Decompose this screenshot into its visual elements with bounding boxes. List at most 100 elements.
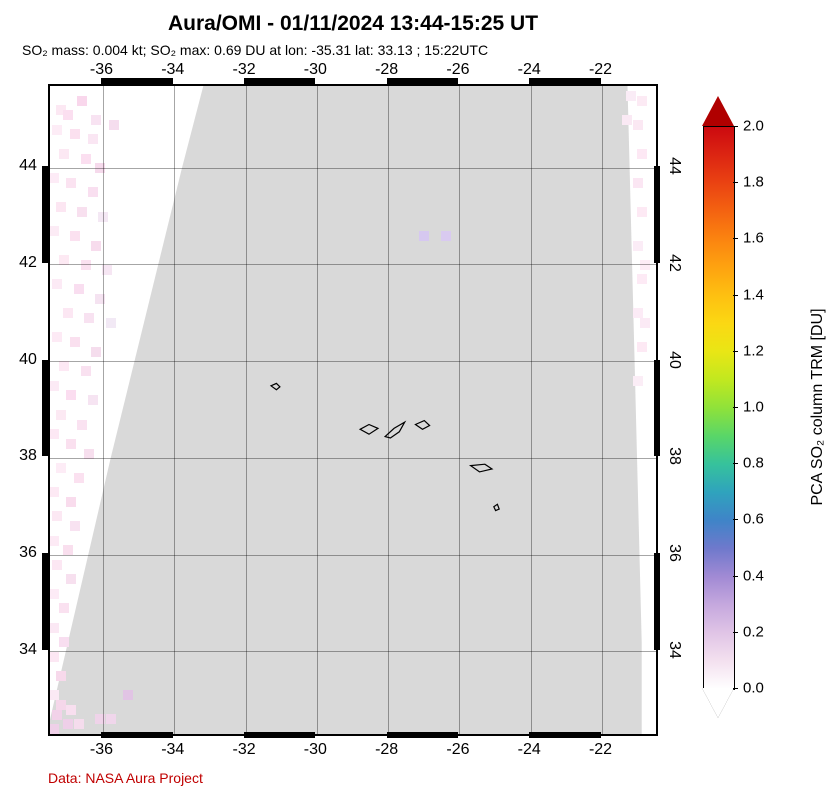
data-pixel [66, 497, 76, 507]
colorbar-under-arrow [702, 688, 734, 718]
data-pixel [91, 115, 101, 125]
axis-tick-label: -34 [161, 61, 184, 79]
chart-title: Aura/OMI - 01/11/2024 13:44-15:25 UT [168, 12, 538, 36]
colorbar-tick-label: 1.2 [743, 342, 764, 359]
colorbar-tick [733, 126, 738, 127]
colorbar-tick [733, 463, 738, 464]
data-pixel [56, 410, 66, 420]
data-pixel [637, 274, 647, 284]
axis-tick-label: 36 [19, 544, 37, 562]
data-pixel [49, 173, 59, 183]
axis-major-tick [654, 360, 660, 457]
colorbar-tick-label: 1.8 [743, 174, 764, 191]
data-pixel [66, 439, 76, 449]
data-pixel [640, 318, 650, 328]
colorbar-tick [733, 238, 738, 239]
data-pixel [49, 690, 59, 700]
data-pixel [63, 308, 73, 318]
data-pixel [74, 473, 84, 483]
gridline-horizontal [50, 651, 656, 652]
colorbar-tick-label: 0.4 [743, 567, 764, 584]
data-pixel [70, 521, 80, 531]
data-pixel [49, 589, 59, 599]
colorbar: 0.00.20.40.60.81.01.21.41.61.82.0 PCA SO… [703, 96, 839, 718]
axis-tick-label: 40 [665, 351, 683, 369]
data-pixel [66, 705, 76, 715]
axis-tick-label: -32 [232, 741, 255, 759]
data-pixel [52, 710, 62, 720]
axis-tick-label: 34 [19, 641, 37, 659]
data-attribution: Data: NASA Aura Project [48, 770, 203, 786]
colorbar-tick-label: 0.8 [743, 455, 764, 472]
axis-tick-label: 36 [665, 544, 683, 562]
gridline-vertical [531, 86, 532, 734]
axis-major-tick [101, 732, 172, 738]
data-pixel [441, 231, 451, 241]
axis-tick-label: 44 [665, 157, 683, 175]
axis-tick-label: 38 [19, 447, 37, 465]
data-pixel [419, 231, 429, 241]
data-pixel [633, 178, 643, 188]
chart-subtitle: SO₂ mass: 0.004 kt; SO₂ max: 0.69 DU at … [22, 42, 488, 58]
data-pixel [66, 390, 76, 400]
data-pixel [88, 134, 98, 144]
map-overlay [50, 86, 656, 734]
colorbar-tick [733, 182, 738, 183]
axis-major-tick [387, 732, 458, 738]
axis-major-tick [42, 553, 48, 650]
data-pixel [81, 154, 91, 164]
colorbar-tick-label: 1.4 [743, 286, 764, 303]
axis-tick-label: -30 [304, 741, 327, 759]
gridline-vertical [388, 86, 389, 734]
data-pixel [52, 560, 62, 570]
colorbar-tick [733, 688, 738, 689]
data-pixel [109, 120, 119, 130]
gridline-vertical [602, 86, 603, 734]
axis-tick-label: 44 [19, 157, 37, 175]
data-pixel [106, 318, 116, 328]
data-pixel [63, 719, 73, 729]
axis-tick-label: -30 [304, 61, 327, 79]
axis-major-tick [244, 732, 315, 738]
data-pixel [74, 719, 84, 729]
axis-tick-label: -36 [90, 741, 113, 759]
data-pixel [49, 652, 59, 662]
data-pixel [77, 207, 87, 217]
colorbar-gradient [703, 126, 735, 690]
axis-major-tick [654, 553, 660, 650]
axis-tick-label: -28 [375, 61, 398, 79]
axis-tick-label: 40 [19, 351, 37, 369]
colorbar-title: PCA SO₂ column TRM [DU] [809, 308, 827, 505]
data-pixel [70, 337, 80, 347]
gridline-horizontal [50, 458, 656, 459]
data-pixel [633, 241, 643, 251]
data-pixel [49, 381, 59, 391]
data-pixel [626, 91, 636, 101]
gridline-horizontal [50, 555, 656, 556]
data-pixel [633, 308, 643, 318]
axis-tick-label: -22 [589, 741, 612, 759]
data-pixel [56, 671, 66, 681]
axis-major-tick [42, 166, 48, 263]
data-pixel [66, 574, 76, 584]
axis-tick-label: -34 [161, 741, 184, 759]
axis-major-tick [654, 166, 660, 263]
axis-tick-label: -24 [518, 741, 541, 759]
data-pixel [91, 241, 101, 251]
data-pixel [77, 96, 87, 106]
data-pixel [70, 231, 80, 241]
data-pixel [52, 332, 62, 342]
data-pixel [49, 429, 59, 439]
gridline-vertical [459, 86, 460, 734]
data-pixel [49, 226, 59, 236]
gridline-vertical [174, 86, 175, 734]
map-plot-area [48, 84, 658, 736]
data-pixel [59, 637, 69, 647]
data-pixel [637, 207, 647, 217]
gridline-vertical [103, 86, 104, 734]
data-pixel [77, 420, 87, 430]
data-pixel [66, 178, 76, 188]
data-pixel [49, 724, 59, 734]
data-pixel [52, 511, 62, 521]
colorbar-over-arrow [702, 96, 734, 126]
